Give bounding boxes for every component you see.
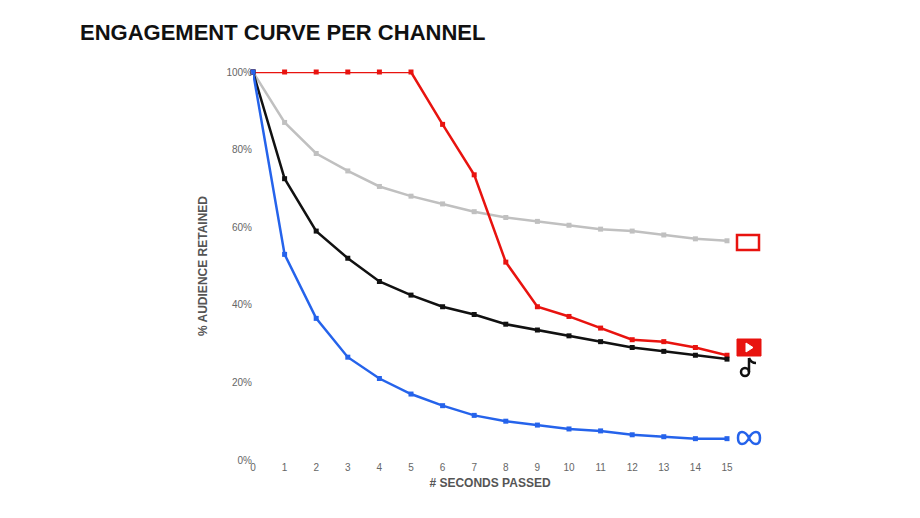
svg-text:0: 0	[250, 462, 256, 473]
svg-text:1: 1	[282, 462, 288, 473]
svg-text:# SECONDS PASSED: # SECONDS PASSED	[429, 476, 550, 490]
svg-text:10: 10	[563, 462, 575, 473]
svg-text:13: 13	[658, 462, 670, 473]
svg-text:12: 12	[627, 462, 639, 473]
svg-text:15: 15	[721, 462, 733, 473]
svg-text:3: 3	[345, 462, 351, 473]
svg-text:8: 8	[503, 462, 509, 473]
svg-text:11: 11	[595, 462, 606, 473]
svg-text:9: 9	[535, 462, 541, 473]
svg-text:% AUDIENCE RETAINED: % AUDIENCE RETAINED	[196, 196, 210, 336]
svg-text:80%: 80%	[232, 144, 252, 155]
svg-text:2: 2	[313, 462, 319, 473]
svg-text:6: 6	[440, 462, 446, 473]
svg-text:4: 4	[377, 462, 383, 473]
svg-text:5: 5	[408, 462, 414, 473]
svg-text:40%: 40%	[232, 299, 252, 310]
svg-text:7: 7	[471, 462, 477, 473]
svg-text:0%: 0%	[238, 455, 253, 466]
svg-text:60%: 60%	[232, 222, 252, 233]
svg-text:ENGAGEMENT CURVE PER CHANNEL: ENGAGEMENT CURVE PER CHANNEL	[80, 20, 485, 45]
svg-text:20%: 20%	[232, 377, 252, 388]
svg-text:14: 14	[690, 462, 702, 473]
svg-text:100%: 100%	[226, 67, 252, 78]
